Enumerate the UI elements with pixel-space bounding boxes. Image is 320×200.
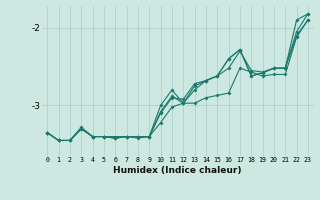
X-axis label: Humidex (Indice chaleur): Humidex (Indice chaleur) — [113, 166, 242, 175]
